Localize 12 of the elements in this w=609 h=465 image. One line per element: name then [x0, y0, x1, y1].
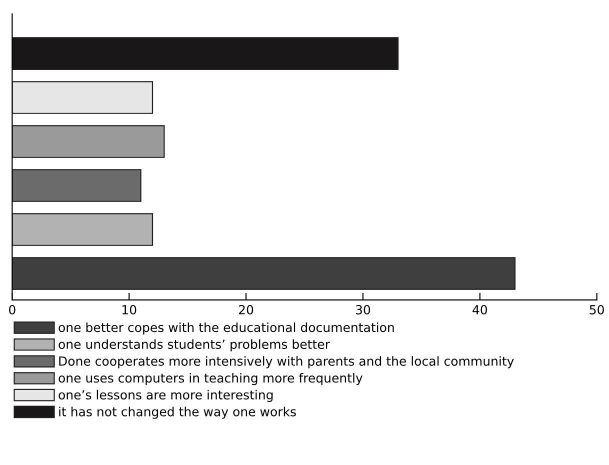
legend-label: one uses computers in teaching more frequently [58, 373, 363, 386]
legend-label: Done cooperates more intensively with parents and the local community [59, 356, 514, 368]
x-tick-label: 20 [239, 305, 254, 314]
x-tick-label: 0 [9, 305, 16, 314]
x-tick-label: 50 [590, 305, 604, 314]
x-tick-label: 10 [122, 305, 136, 314]
legend-label: one better copes with the educational documentation [58, 322, 394, 335]
legend-label: one’s lessons are more interesting [58, 390, 273, 402]
x-tick-label: 30 [356, 305, 370, 314]
legend-label: one understands students’ problems better [58, 339, 330, 352]
x-tick-label: 40 [472, 305, 488, 314]
legend-label: it has not changed the way one works [59, 406, 296, 419]
